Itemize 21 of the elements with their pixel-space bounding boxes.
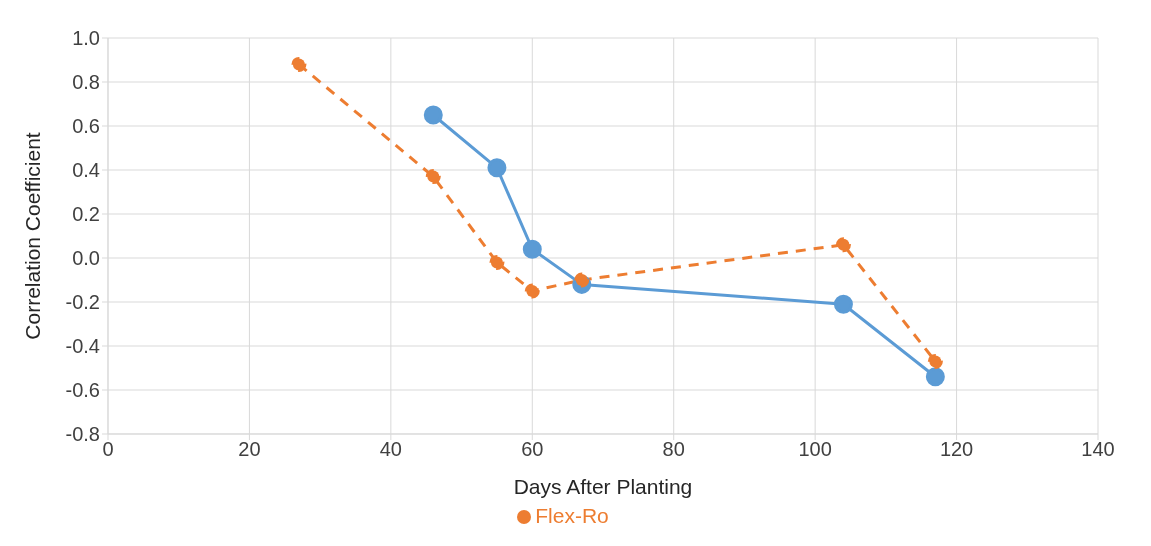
y-tick-label: -0.6 xyxy=(65,379,100,402)
x-tick-label: 20 xyxy=(238,438,261,461)
x-tick-label: 100 xyxy=(798,438,832,461)
y-tick-label: 0.6 xyxy=(72,115,100,138)
x-tick-label: 0 xyxy=(102,438,114,461)
x-tick-label: 120 xyxy=(939,438,974,461)
y-tick-label: 0.2 xyxy=(72,203,100,226)
x-tick-label: 40 xyxy=(379,438,402,461)
y-tick-label: -0.2 xyxy=(65,291,100,314)
y-tick-label: -0.4 xyxy=(65,335,100,358)
y-tick-label: 0.4 xyxy=(72,159,100,182)
x-tick-label: 60 xyxy=(521,438,544,461)
y-tick-label: 0.0 xyxy=(72,247,100,270)
y-tick-label: -0.8 xyxy=(65,423,100,446)
y-tick-label: 1.0 xyxy=(72,27,100,50)
y-axis-title: Correlation Coefficient xyxy=(21,132,45,340)
x-axis-title: Days After Planting xyxy=(513,475,693,498)
x-tick-label: 80 xyxy=(662,438,685,461)
x-tick-label: 140 xyxy=(1081,438,1115,461)
y-tick-label: 0.8 xyxy=(72,71,100,94)
legend-label: Flex-Ro xyxy=(535,504,609,527)
